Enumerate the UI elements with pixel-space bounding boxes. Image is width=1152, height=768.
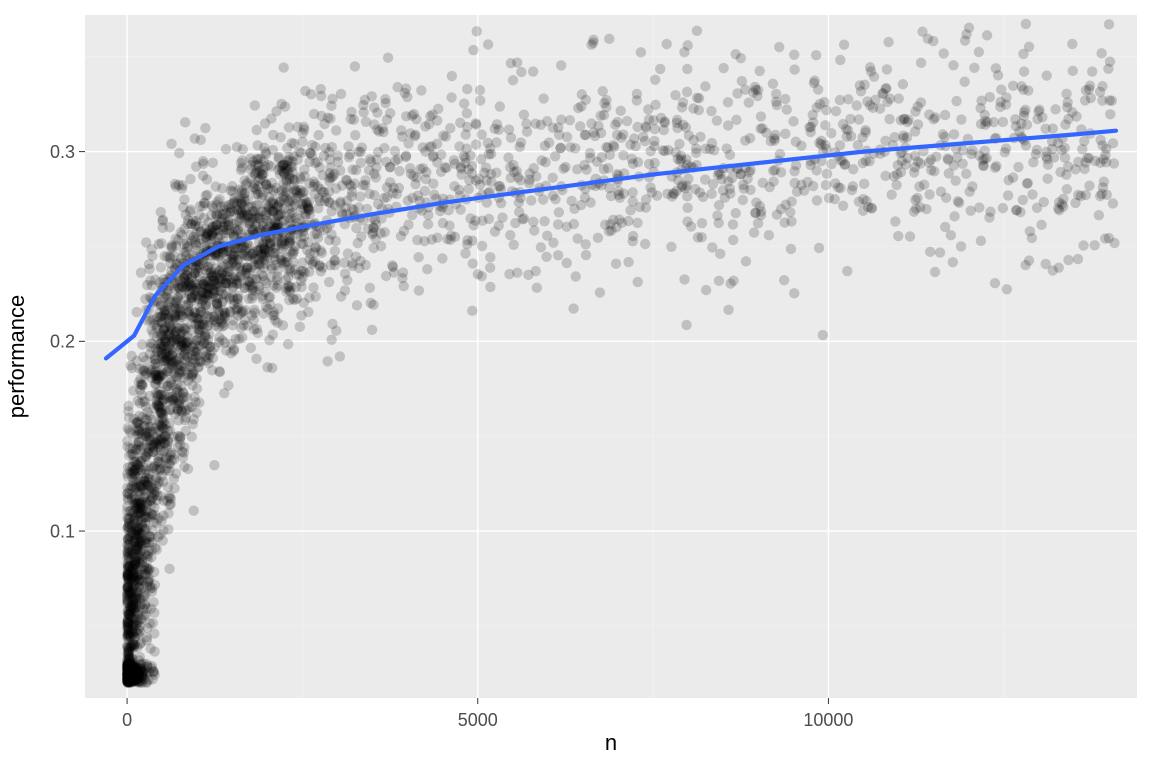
x-tick-label: 0 <box>122 710 132 730</box>
y-tick-label: 0.1 <box>50 521 75 541</box>
x-tick-label: 10000 <box>803 710 853 730</box>
x-axis-label: n <box>605 730 617 755</box>
scatter-chart: 0 5000 10000 0.1 0.2 0.3 n performance <box>0 0 1152 768</box>
chart-container: 0 5000 10000 0.1 0.2 0.3 n performance <box>0 0 1152 768</box>
plot-panel <box>85 15 1137 698</box>
y-tick-label: 0.2 <box>50 332 75 352</box>
x-tick-label: 5000 <box>458 710 498 730</box>
y-axis-label: performance <box>4 295 29 419</box>
y-tick-label: 0.3 <box>50 142 75 162</box>
